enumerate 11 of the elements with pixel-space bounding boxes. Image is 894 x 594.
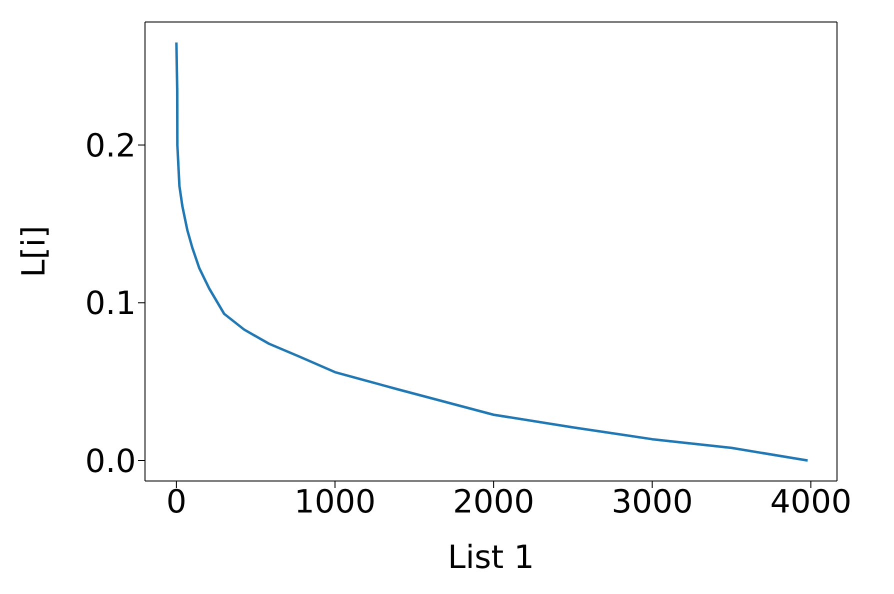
x-tick-label: 2000 [452, 482, 534, 521]
y-tick-label: 0.2 [85, 126, 136, 164]
x-tick-label: 3000 [612, 482, 693, 521]
y-tick-label: 0.1 [85, 284, 136, 322]
x-tick-label: 4000 [770, 482, 852, 521]
y-axis-title: L[i] [14, 226, 52, 278]
x-axis-title: List 1 [448, 538, 534, 576]
y-tick-label: 0.0 [85, 442, 136, 480]
x-tick-label: 0 [166, 482, 187, 521]
line-series [175, 41, 809, 462]
x-tick-label: 1000 [294, 482, 376, 521]
